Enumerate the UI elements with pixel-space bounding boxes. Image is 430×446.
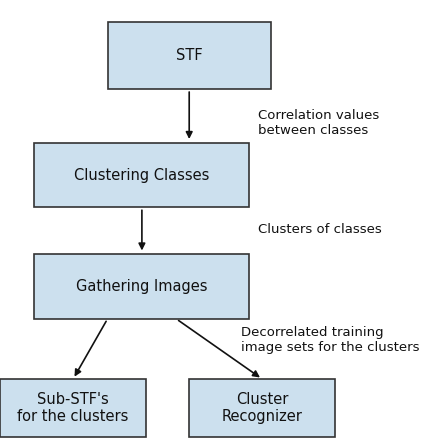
FancyBboxPatch shape [34,143,249,207]
Text: Clustering Classes: Clustering Classes [74,168,209,182]
FancyBboxPatch shape [108,22,271,89]
FancyBboxPatch shape [189,379,335,437]
Text: STF: STF [176,48,203,63]
Text: Decorrelated training
image sets for the clusters: Decorrelated training image sets for the… [241,326,419,354]
Text: Correlation values
between classes: Correlation values between classes [258,109,379,137]
Text: Cluster
Recognizer: Cluster Recognizer [222,392,303,424]
Text: Sub-STF's
for the clusters: Sub-STF's for the clusters [17,392,129,424]
FancyBboxPatch shape [0,379,146,437]
Text: Gathering Images: Gathering Images [76,279,208,294]
FancyBboxPatch shape [34,254,249,319]
Text: Clusters of classes: Clusters of classes [258,223,382,236]
